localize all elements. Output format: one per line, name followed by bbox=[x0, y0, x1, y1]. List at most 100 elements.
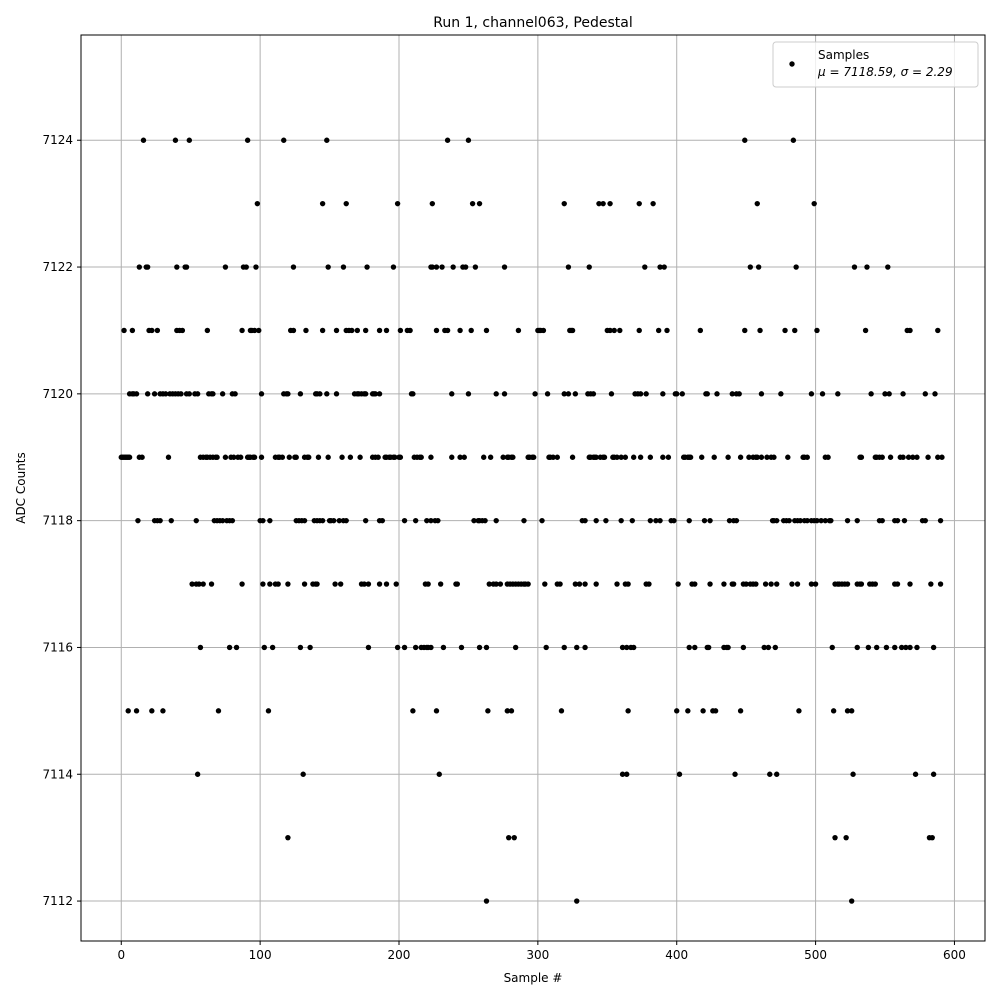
data-point bbox=[743, 581, 749, 587]
data-point bbox=[362, 327, 369, 334]
data-point bbox=[501, 391, 508, 397]
data-point bbox=[457, 454, 463, 460]
data-point bbox=[910, 454, 916, 460]
data-point bbox=[742, 327, 748, 334]
data-point bbox=[200, 581, 206, 587]
data-point bbox=[275, 581, 281, 587]
data-point bbox=[258, 454, 265, 460]
data-point bbox=[753, 581, 759, 587]
data-point bbox=[900, 454, 906, 460]
data-point bbox=[450, 264, 456, 270]
data-point bbox=[687, 454, 694, 460]
data-point bbox=[676, 771, 683, 777]
data-point bbox=[186, 391, 193, 397]
data-point bbox=[772, 644, 779, 651]
x-tick-label: 200 bbox=[388, 948, 411, 962]
data-point bbox=[892, 644, 898, 651]
data-point bbox=[204, 327, 211, 334]
data-point bbox=[343, 517, 349, 524]
data-point bbox=[362, 517, 369, 524]
data-point bbox=[243, 264, 249, 270]
data-point bbox=[493, 517, 499, 524]
data-point bbox=[407, 327, 413, 334]
data-point bbox=[697, 327, 704, 334]
data-point bbox=[347, 454, 354, 460]
data-point bbox=[886, 391, 892, 397]
data-point bbox=[828, 517, 834, 524]
data-point bbox=[290, 264, 297, 270]
data-point bbox=[907, 644, 913, 651]
data-point bbox=[144, 391, 151, 397]
data-point bbox=[619, 644, 626, 651]
data-point bbox=[797, 517, 804, 524]
data-point bbox=[160, 708, 166, 714]
data-point bbox=[428, 517, 434, 524]
data-point bbox=[461, 454, 467, 460]
data-point bbox=[758, 391, 765, 397]
data-point bbox=[425, 581, 431, 587]
data-point bbox=[737, 708, 744, 714]
data-point bbox=[883, 644, 890, 651]
data-point bbox=[483, 644, 490, 651]
y-tick-label: 7118 bbox=[42, 514, 73, 528]
data-point bbox=[397, 327, 404, 334]
data-point bbox=[237, 454, 244, 460]
data-point bbox=[671, 517, 677, 524]
data-point bbox=[364, 264, 370, 270]
data-point bbox=[157, 517, 163, 524]
data-point bbox=[754, 200, 760, 207]
data-point bbox=[819, 391, 826, 397]
data-point bbox=[674, 708, 680, 714]
data-point bbox=[440, 644, 447, 651]
data-point bbox=[755, 264, 762, 270]
data-point bbox=[661, 264, 667, 270]
data-point bbox=[814, 517, 820, 524]
data-point bbox=[135, 517, 141, 524]
data-point bbox=[774, 517, 780, 524]
data-point bbox=[550, 454, 556, 460]
data-point bbox=[939, 454, 945, 460]
data-point bbox=[412, 517, 419, 524]
data-point bbox=[907, 327, 913, 334]
data-point bbox=[872, 581, 878, 587]
data-point bbox=[572, 391, 579, 397]
data-point bbox=[746, 454, 752, 460]
data-point bbox=[435, 517, 441, 524]
data-point bbox=[925, 454, 931, 460]
data-point bbox=[569, 454, 576, 460]
data-point bbox=[260, 581, 266, 587]
data-point bbox=[193, 517, 199, 524]
data-point bbox=[636, 327, 642, 334]
data-point bbox=[843, 834, 849, 841]
data-point bbox=[361, 581, 367, 587]
data-point bbox=[267, 581, 273, 587]
data-point bbox=[379, 517, 386, 524]
data-point bbox=[136, 264, 143, 270]
data-point bbox=[222, 264, 229, 270]
data-point bbox=[642, 264, 648, 270]
data-point bbox=[500, 454, 506, 460]
data-point bbox=[879, 454, 885, 460]
data-point bbox=[582, 517, 588, 524]
data-point bbox=[600, 200, 606, 207]
data-point bbox=[637, 454, 644, 460]
data-point bbox=[149, 327, 155, 334]
data-point bbox=[511, 834, 517, 841]
data-point bbox=[151, 391, 158, 397]
data-point bbox=[576, 581, 583, 587]
data-point bbox=[194, 771, 201, 777]
data-point bbox=[394, 644, 401, 651]
data-point bbox=[905, 454, 912, 460]
data-point bbox=[646, 581, 652, 587]
y-tick-label: 7114 bbox=[42, 767, 73, 781]
data-point bbox=[778, 391, 784, 397]
y-axis-label: ADC Counts bbox=[14, 452, 28, 524]
data-point bbox=[848, 898, 855, 904]
data-point bbox=[439, 264, 445, 270]
data-point bbox=[233, 644, 240, 651]
data-point bbox=[614, 454, 620, 460]
data-point bbox=[481, 454, 487, 460]
data-point bbox=[251, 327, 258, 334]
